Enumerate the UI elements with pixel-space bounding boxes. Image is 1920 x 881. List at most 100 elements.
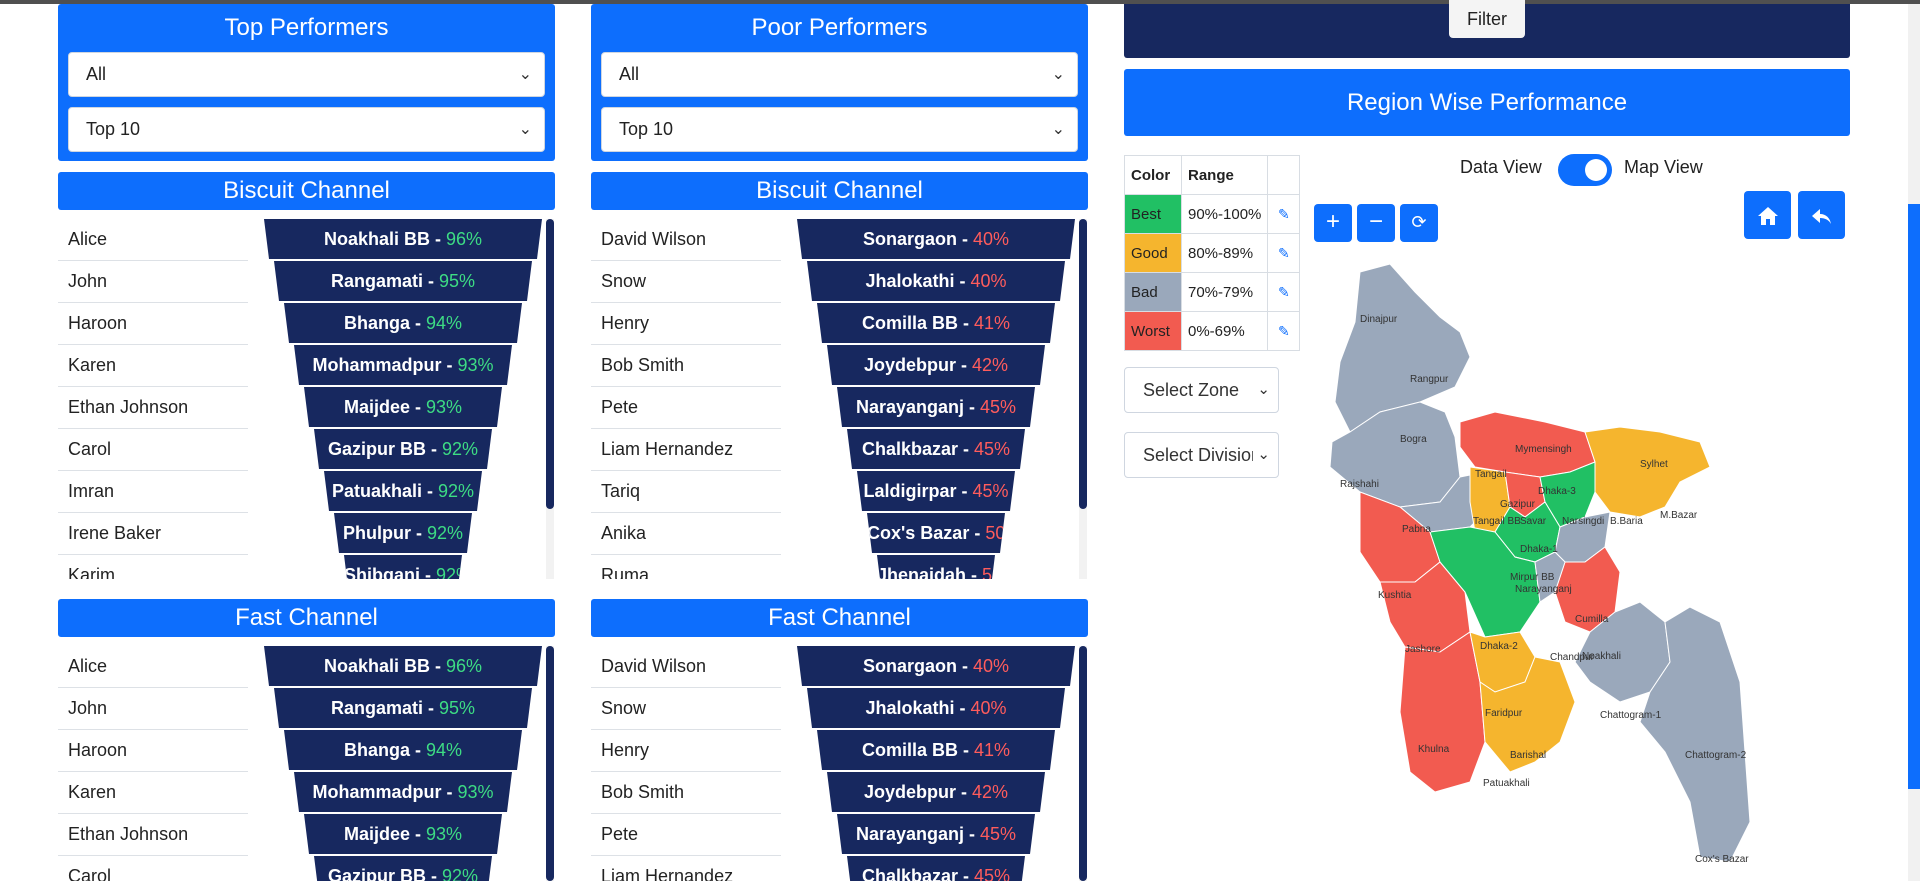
region-name: Rangamati	[330, 698, 423, 718]
map-region-barishal[interactable]	[1479, 656, 1576, 773]
funnel-band[interactable]: Maijdee - 93%	[304, 387, 502, 427]
pencil-icon[interactable]: ✎	[1267, 194, 1301, 234]
funnel-band[interactable]: Maijdee - 93%	[304, 814, 502, 854]
funnel-band[interactable]: Jhalokathi - 40%	[807, 688, 1065, 728]
funnel-band[interactable]: Joydebpur - 42%	[827, 345, 1045, 385]
list-item: Alice	[58, 646, 248, 688]
select-division-dropdown[interactable]: Select Division ⌄	[1124, 432, 1279, 478]
select-zone-dropdown[interactable]: Select Zone ⌄	[1124, 367, 1279, 413]
map-label-chandpur: Chandpur	[1550, 652, 1595, 663]
poor-performers-panel: Poor Performers All ⌄ Top 10 ⌄	[591, 4, 1088, 161]
legend-header-edit	[1267, 155, 1301, 195]
funnel-band[interactable]: Jhalokathi - 40%	[807, 261, 1065, 301]
funnel-band[interactable]: Narayanganj - 45%	[837, 387, 1035, 427]
poor-fast-funnel: Sonargaon - 40% Jhalokathi - 40% Comilla B…	[794, 646, 1078, 881]
region-name: Jhalokathi	[865, 271, 955, 291]
top-performers-count-select[interactable]: Top 10 ⌄	[68, 107, 545, 152]
scrollbar-thumb[interactable]	[1079, 646, 1087, 881]
map-label-noakhali: Noakhali	[1582, 651, 1621, 662]
poor-biscuit-scrollbar[interactable]	[1079, 219, 1087, 579]
funnel-band[interactable]: Chalkbazar - 45%	[847, 429, 1025, 469]
top-performers-category-select[interactable]: All ⌄	[68, 52, 545, 97]
funnel-band[interactable]: Comilla BB - 41%	[817, 303, 1055, 343]
funnel-band[interactable]: Gazipur BB - 92%	[314, 429, 492, 469]
view-toggle-switch[interactable]	[1558, 154, 1612, 186]
funnel-band[interactable]: Chalkbazar - 45%	[847, 856, 1025, 881]
filter-button[interactable]: Filter	[1449, 0, 1525, 38]
region-name: Jhenaidah	[877, 565, 967, 579]
funnel-band[interactable]: Patuakhali - 92%	[324, 471, 482, 511]
top-fast-names-list: Alice John Haroon Karen Ethan Johnson Carol	[58, 646, 248, 881]
region-percentage: 92%	[436, 565, 473, 579]
poor-fast-scrollbar[interactable]	[1079, 646, 1087, 881]
pencil-icon[interactable]: ✎	[1267, 233, 1301, 273]
map-region-chattogram-2[interactable]	[1639, 606, 1751, 863]
color-range-legend: Color Range Best 90%-100% ✎ Good 80%-89%…	[1124, 155, 1301, 351]
poor-performers-category-select[interactable]: All ⌄	[601, 52, 1078, 97]
map-label-patuakhali: Patuakhali	[1483, 778, 1530, 789]
region-percentage: 42%	[971, 782, 1009, 802]
region-percentage: 51%	[982, 565, 1019, 579]
top-biscuit-scrollbar[interactable]	[546, 219, 554, 579]
map-region-khulna[interactable]	[1399, 631, 1486, 793]
funnel-band[interactable]: Jhenaidah - 51%	[877, 555, 995, 579]
map-region-sylhet[interactable]	[1584, 426, 1711, 518]
bangladesh-region-map[interactable]: Dinajpur Rangpur Bogra Rajshahi Pabna My…	[1320, 262, 1840, 872]
map-label-chattogram-2: Chattogram-2	[1685, 750, 1747, 761]
funnel-band[interactable]: Laldigirpar - 45%	[857, 471, 1015, 511]
funnel-band[interactable]: Cox's Bazar - 50%	[867, 513, 1005, 553]
region-name: Chalkbazar	[861, 866, 958, 881]
funnel-band[interactable]: Bhanga - 94%	[284, 730, 522, 770]
funnel-band[interactable]: Shibganj - 92%	[344, 555, 462, 579]
back-button[interactable]	[1798, 191, 1845, 239]
funnel-band[interactable]: Joydebpur - 42%	[827, 772, 1045, 812]
home-button[interactable]	[1744, 191, 1791, 239]
list-item: Henry	[591, 730, 781, 772]
chevron-down-icon: ⌄	[518, 66, 532, 83]
region-percentage: 42%	[971, 355, 1009, 375]
page-scrollbar[interactable]	[1908, 4, 1920, 881]
list-item: Alice	[58, 219, 248, 261]
zoom-in-button[interactable]: +	[1314, 204, 1352, 242]
scrollbar-thumb[interactable]	[1079, 219, 1087, 509]
list-item: Snow	[591, 688, 781, 730]
pencil-icon[interactable]: ✎	[1267, 272, 1301, 312]
top-fast-scrollbar[interactable]	[546, 646, 554, 881]
map-label-gazipur: Gazipur	[1500, 499, 1536, 510]
scrollbar-thumb[interactable]	[546, 219, 554, 509]
page-scrollbar-thumb[interactable]	[1908, 204, 1920, 789]
region-percentage: 41%	[973, 313, 1011, 333]
funnel-band[interactable]: Mohammadpur - 93%	[294, 345, 512, 385]
legend-range-best: 90%-100%	[1180, 194, 1269, 234]
poor-performers-count-select[interactable]: Top 10 ⌄	[601, 107, 1078, 152]
funnel-band[interactable]: Gazipur BB - 92%	[314, 856, 492, 881]
reset-zoom-button[interactable]: ⟳	[1400, 204, 1438, 242]
funnel-band[interactable]: Noakhali BB - 96%	[264, 219, 542, 259]
map-region-rangpur[interactable]	[1334, 263, 1471, 433]
region-name: Narayanganj	[855, 824, 964, 844]
funnel-band[interactable]: Comilla BB - 41%	[817, 730, 1055, 770]
funnel-band[interactable]: Bhanga - 94%	[284, 303, 522, 343]
region-name: Gazipur BB	[327, 866, 426, 881]
region-name: Maijdee	[343, 824, 410, 844]
region-name: Jhalokathi	[865, 698, 955, 718]
region-percentage: 40%	[970, 698, 1007, 718]
funnel-band[interactable]: Mohammadpur - 93%	[294, 772, 512, 812]
pencil-icon[interactable]: ✎	[1267, 311, 1301, 351]
top-biscuit-funnel: Noakhali BB - 96% Rangamati - 95% Bhanga -…	[261, 219, 545, 579]
funnel-band[interactable]: Phulpur - 92%	[334, 513, 472, 553]
region-name: Sonargaon	[862, 229, 957, 249]
scrollbar-thumb[interactable]	[546, 646, 554, 881]
map-region-narayanganj[interactable]	[1514, 551, 1566, 603]
funnel-band[interactable]: Rangamati - 95%	[274, 261, 532, 301]
region-name: Shibganj	[344, 565, 420, 579]
funnel-band[interactable]: Narayanganj - 45%	[837, 814, 1035, 854]
funnel-band[interactable]: Noakhali BB - 96%	[264, 646, 542, 686]
funnel-band[interactable]: Sonargaon - 40%	[797, 646, 1075, 686]
funnel-band[interactable]: Rangamati - 95%	[274, 688, 532, 728]
legend-header-range: Range	[1180, 155, 1269, 195]
zoom-out-button[interactable]: −	[1357, 204, 1395, 242]
map-label-dinajpur: Dinajpur	[1360, 314, 1398, 325]
funnel-band[interactable]: Sonargaon - 40%	[797, 219, 1075, 259]
reply-arrow-icon	[1811, 208, 1831, 224]
